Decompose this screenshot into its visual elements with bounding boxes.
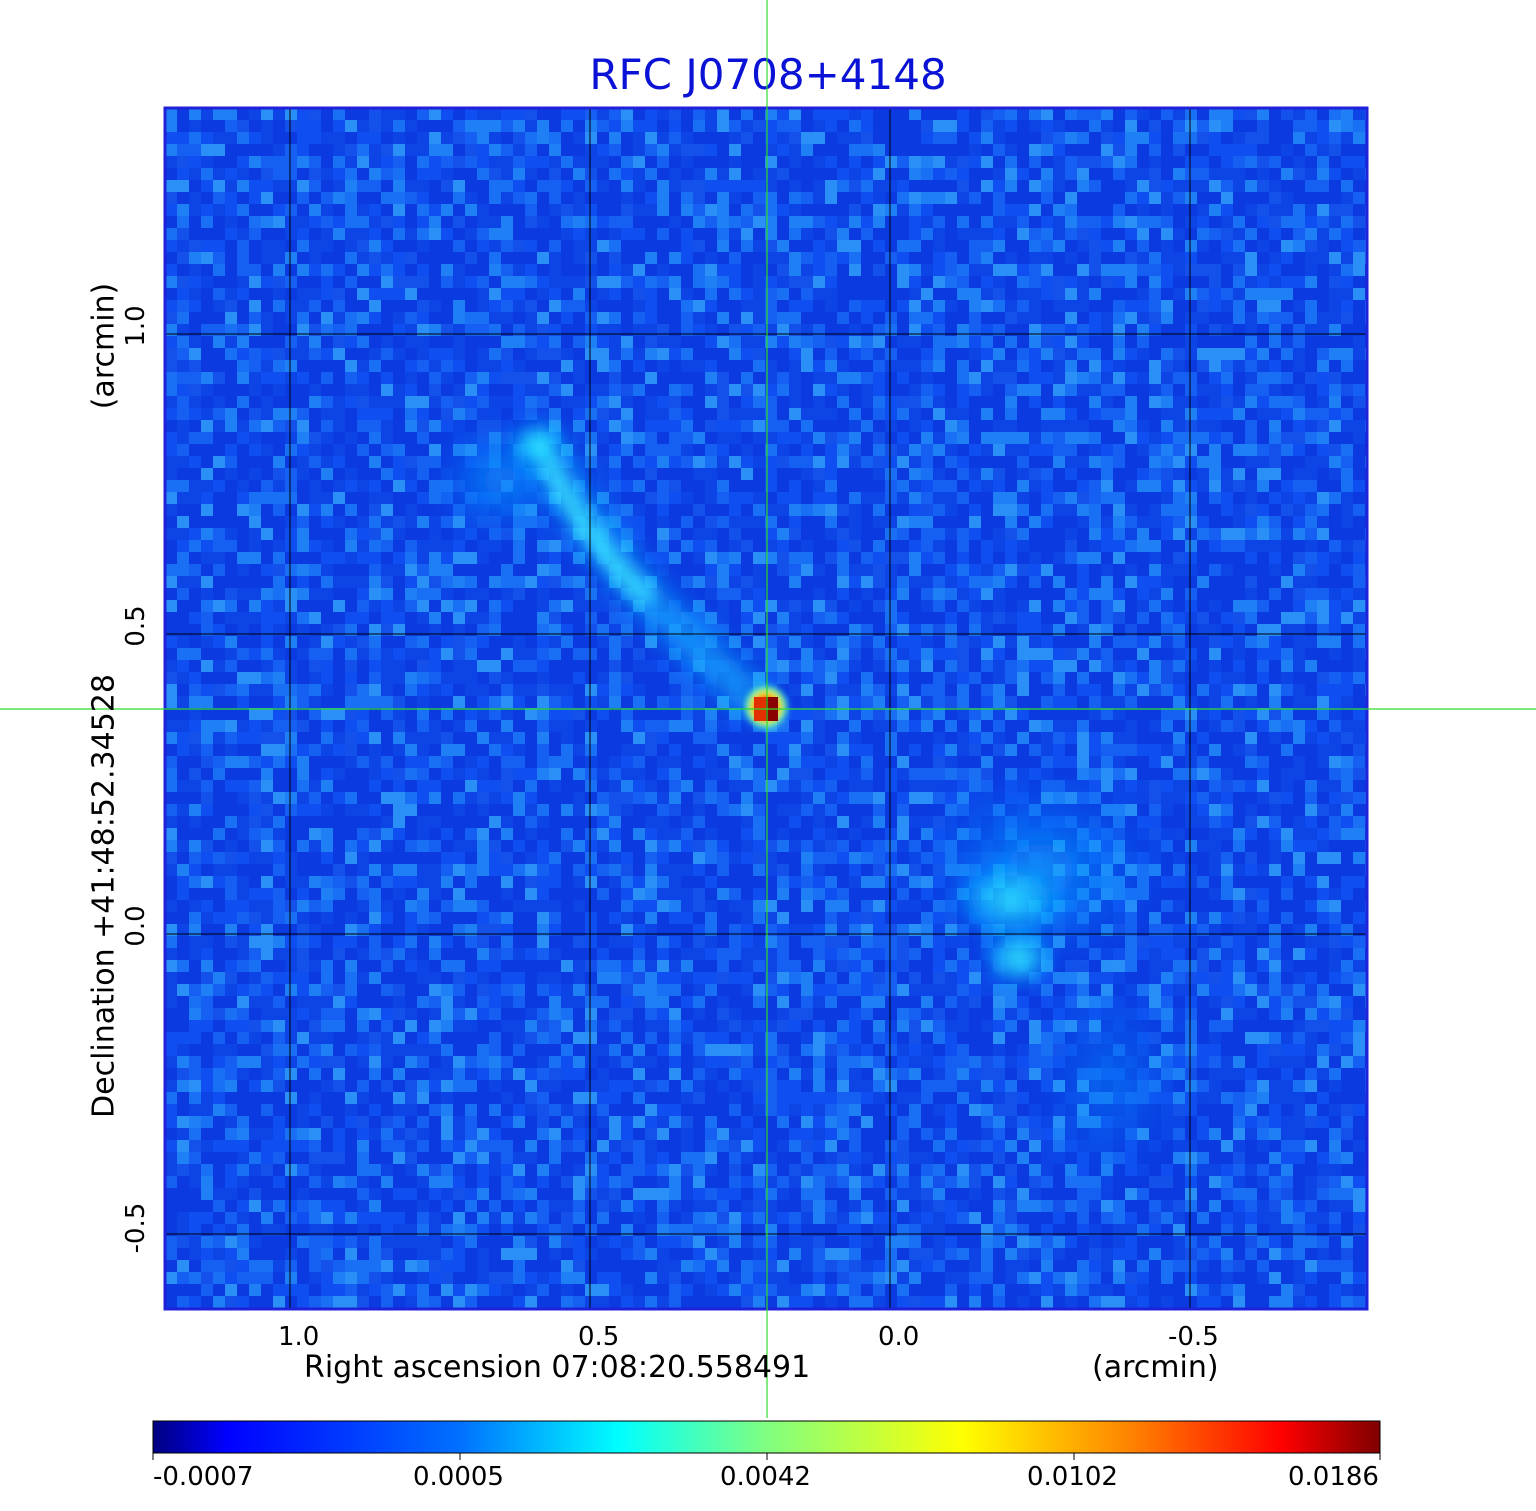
- colorbar-label: -0.0007: [153, 1462, 254, 1492]
- colorbar-label: 0.0042: [720, 1462, 811, 1492]
- x-tick-label: 0.0: [878, 1322, 920, 1352]
- y-tick-label: 1.0: [121, 305, 151, 347]
- y-tick-label: 0.5: [121, 605, 151, 647]
- colorbar-label: 0.0005: [413, 1462, 504, 1492]
- x-tick-label: 0.5: [578, 1322, 620, 1352]
- image-title: RFC J0708+4148: [589, 50, 947, 99]
- x-tick-label: -0.5: [1168, 1322, 1219, 1352]
- x-axis-label: Right ascension 07:08:20.558491: [304, 1350, 811, 1385]
- x-tick-label: 1.0: [278, 1322, 320, 1352]
- colorbar: [152, 1420, 1381, 1454]
- y-tick-label: 0.0: [121, 905, 151, 947]
- colorbar-label: 0.0102: [1027, 1462, 1118, 1492]
- image-pixels: [165, 108, 1367, 1309]
- colorbar-label: 0.0186: [1288, 1462, 1379, 1492]
- y-axis-unit: (arcmin): [86, 282, 122, 410]
- y-tick-label: -0.5: [121, 1202, 151, 1254]
- crosshair: [0, 0, 1536, 1418]
- y-axis-label: Declination +41:48:52.34528: [86, 674, 122, 1118]
- x-axis-unit: (arcmin): [1092, 1350, 1219, 1385]
